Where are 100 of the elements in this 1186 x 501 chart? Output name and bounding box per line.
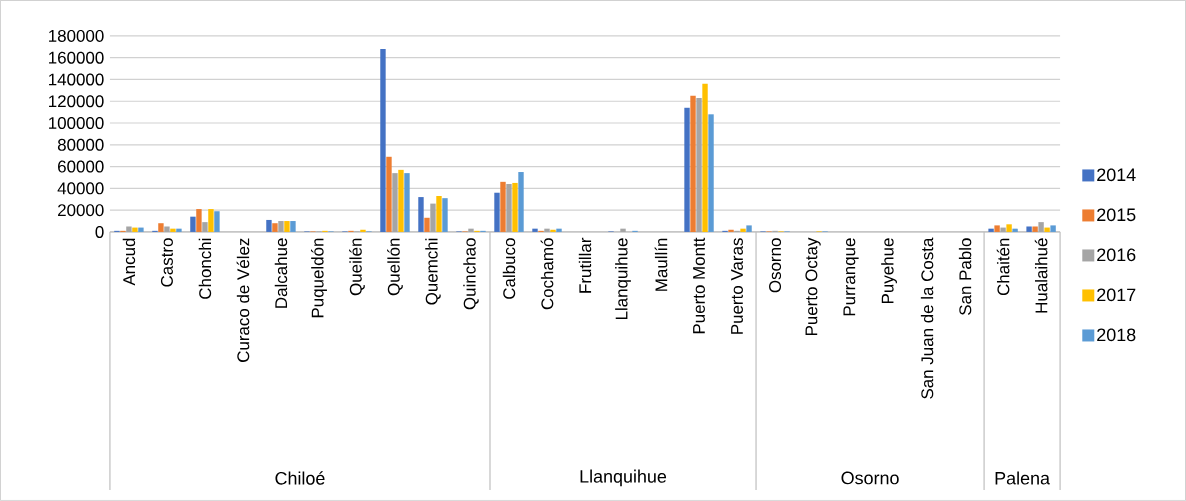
bar — [550, 229, 556, 232]
bar — [284, 221, 290, 232]
x-tick-label: Curaco de Vélez — [236, 238, 250, 363]
text: Chiloé — [275, 471, 325, 485]
bar — [512, 182, 518, 232]
y-tick-label: 80000 — [57, 138, 104, 151]
bar — [994, 225, 1000, 232]
x-tick-label: Puqueldón — [310, 238, 327, 318]
bar — [392, 173, 398, 232]
bar — [266, 220, 272, 232]
bar — [360, 229, 366, 232]
bar — [386, 156, 392, 232]
y-tick-label: 140000 — [49, 73, 104, 86]
text: Llanquihue — [580, 469, 667, 487]
bar — [468, 228, 474, 232]
bar — [746, 225, 752, 232]
x-tick-label: Quinchao — [463, 238, 479, 310]
bar — [164, 226, 170, 232]
bar — [696, 98, 702, 232]
y-tick-label: 20000 — [58, 204, 104, 217]
y-tick-label: 120000 — [49, 95, 104, 108]
x-tick-label: Hualaihué — [1034, 238, 1048, 313]
bar — [544, 228, 550, 232]
legend-label: 2016 — [1097, 248, 1136, 262]
x-tick-label: Osorno — [769, 238, 782, 293]
x-tick-label: Quellón — [387, 238, 403, 296]
bar — [708, 114, 714, 232]
bar — [272, 223, 278, 232]
x-tick-label: Frutillar — [578, 237, 592, 293]
legend-label: 2018 — [1097, 328, 1136, 342]
bar — [500, 181, 506, 232]
x-tick-label: Ancud — [122, 238, 136, 286]
x-tick-label: Puerto Varas — [731, 238, 743, 334]
y-tick-label: 0 — [95, 225, 104, 238]
x-tick-label: Puerto Montt — [693, 237, 705, 334]
x-tick-label: Queilén — [349, 238, 365, 296]
y-tick-label: 180000 — [49, 29, 104, 42]
bar — [506, 184, 512, 232]
bar — [690, 95, 696, 232]
y-tick-label: 60000 — [58, 160, 104, 173]
y-tick-label: 100000 — [49, 117, 104, 130]
bar — [1038, 222, 1044, 232]
bar — [132, 227, 138, 232]
bar — [728, 229, 734, 232]
x-tick-label: Quemchi — [425, 238, 441, 305]
x-tick-label: Chaitén — [996, 238, 1010, 296]
bar — [398, 169, 404, 232]
x-tick-label: Calbuco — [502, 238, 516, 299]
text: Palena — [995, 471, 1050, 485]
bar — [214, 211, 220, 232]
x-tick-label: Dalcahue — [274, 238, 288, 308]
bar — [158, 223, 164, 232]
bar — [1012, 228, 1018, 232]
bar — [620, 228, 626, 232]
bar — [684, 107, 690, 232]
text: Osorno — [841, 471, 899, 485]
y-tick-label: 40000 — [57, 182, 104, 195]
legend-label: 2014 — [1097, 168, 1136, 182]
x-tick-label: Purranque — [843, 238, 859, 316]
bar — [418, 197, 424, 232]
bar — [196, 209, 202, 232]
x-tick-label: Maullín — [654, 238, 668, 291]
x-tick-label: Castro — [160, 238, 173, 287]
bar — [702, 83, 708, 232]
bar — [1044, 227, 1050, 232]
x-tick-label: Chonchi — [198, 238, 212, 299]
bar — [290, 221, 296, 232]
bar — [170, 228, 176, 232]
bar — [988, 228, 994, 232]
bar — [138, 227, 144, 232]
bar — [126, 226, 132, 232]
bar — [518, 172, 524, 232]
bar — [380, 49, 386, 232]
x-tick-label: San Pablo — [958, 238, 972, 316]
bar — [1032, 226, 1038, 232]
bar — [1006, 224, 1012, 232]
bar — [176, 228, 182, 232]
bar — [1026, 226, 1032, 232]
x-tick-label: Puyehue — [881, 238, 897, 304]
bar — [278, 221, 284, 232]
y-tick-label: 160000 — [49, 51, 104, 64]
legend-label: 2017 — [1097, 288, 1136, 302]
bar — [740, 228, 746, 232]
bar — [202, 222, 208, 232]
bar — [556, 228, 562, 232]
bar — [1000, 227, 1006, 232]
bar — [532, 228, 538, 232]
bar — [430, 203, 436, 232]
bar — [404, 173, 410, 232]
bar — [190, 216, 196, 232]
legend-label: 2015 — [1097, 208, 1136, 222]
bar — [442, 198, 448, 232]
x-tick-label: San Juan de la Costa — [920, 237, 934, 399]
x-tick-label: Puerto Octay — [805, 237, 821, 336]
bar — [494, 192, 500, 232]
x-tick-label: Llanquihue — [615, 238, 631, 320]
bar — [424, 217, 430, 232]
bar — [436, 196, 442, 232]
bar — [208, 209, 214, 232]
x-tick-label: Cochamó — [540, 238, 554, 310]
